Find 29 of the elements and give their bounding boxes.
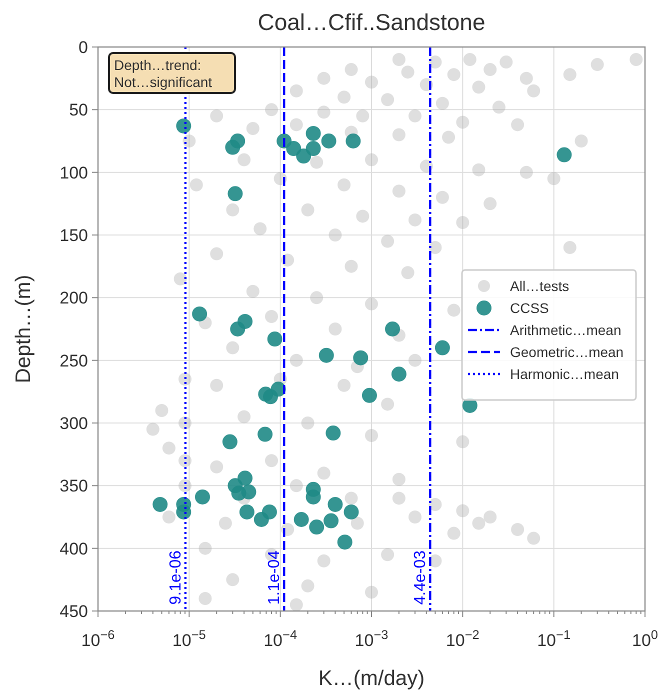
x-tick-label: 10$^{0}$ [632,626,658,650]
legend-label: Geometric…mean [510,344,624,360]
y-tick-label: 0 [78,38,88,57]
annotation: 9.1e-06 [167,550,184,605]
x-tick-label: 10$^{−4}$ [264,626,298,650]
legend-label: Arithmetic…mean [510,322,622,338]
annotation: 1.1e-04 [266,550,284,605]
annotation: Depth…trend: Not…significant [114,57,212,90]
x-tick-label: 10$^{−1}$ [537,626,571,650]
x-tick-label: 10$^{−3}$ [354,626,388,650]
y-tick-label: 350 [60,476,88,496]
y-tick-label: 200 [60,288,88,308]
y-tick-label: 300 [60,414,88,433]
y-tick-label: 250 [60,351,88,370]
y-tick-label: 450 [60,602,88,621]
legend-label: CCSS [510,300,549,316]
x-tick-label: 10$^{−6}$ [81,626,115,650]
y-tick-label: 400 [60,539,88,558]
y-tick-label: 50 [69,100,88,120]
legend-label: Harmonic…mean [510,366,619,382]
y-tick-label: 150 [60,226,88,245]
legend-label: All…tests [510,278,570,294]
y-axis-title: Depth…(m) [12,274,35,384]
y-tick-label: 100 [60,163,88,182]
x-tick-label: 10$^{−2}$ [446,626,480,650]
chart-title: Coal…Cfif..Sandstone [258,9,486,35]
x-tick-label: 10$^{−5}$ [172,626,206,650]
annotation: 4.4e-03 [412,550,430,605]
x-axis-title: K…(m/day) [318,667,425,690]
